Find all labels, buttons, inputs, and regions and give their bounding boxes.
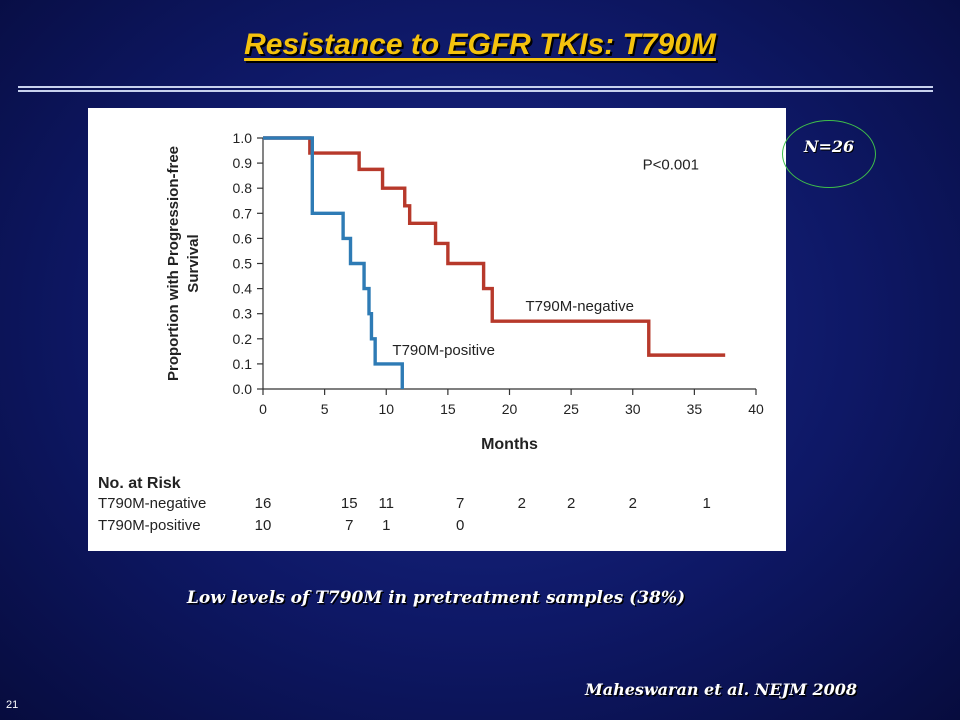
y-tick-label: 0.9 xyxy=(233,155,253,171)
y-tick-label: 0.3 xyxy=(233,306,253,322)
x-tick-label: 25 xyxy=(563,401,579,417)
x-tick-label: 30 xyxy=(625,401,641,417)
x-tick-label: 15 xyxy=(440,401,456,417)
risk-table-cell: 10 xyxy=(255,517,272,534)
risk-table-cell: 15 xyxy=(341,495,358,512)
y-tick-label: 0.1 xyxy=(233,356,253,372)
x-axis-title: Months xyxy=(481,436,538,453)
slide-number: 21 xyxy=(6,699,19,711)
kaplan-meier-chart: 0.00.10.20.30.40.50.60.70.80.91.00 5 10 15 2… xyxy=(98,130,764,534)
y-axis-title-line1: Proportion with Progression-free xyxy=(165,146,182,381)
risk-table-cell: 7 xyxy=(345,517,353,534)
risk-table-cell: 7 xyxy=(456,495,464,512)
title-divider-top xyxy=(18,86,933,88)
risk-table-cell: 2 xyxy=(567,495,575,512)
series-label-t790m-negative: T790M-negative xyxy=(526,298,634,315)
x-tick-label: 5 xyxy=(321,401,329,417)
risk-table-cell: 0 xyxy=(456,517,464,534)
risk-table-cell: 2 xyxy=(629,495,637,512)
risk-table-cell: 2 xyxy=(518,495,526,512)
title-divider-bottom xyxy=(18,90,933,92)
series-line-t790m-negative xyxy=(263,136,726,357)
series-label-t790m-positive: T790M-positive xyxy=(392,342,495,359)
risk-table-cell: 1 xyxy=(703,495,711,512)
risk-table-row-label: T790M-positive xyxy=(98,517,201,534)
risk-table-cell: 11 xyxy=(378,495,394,512)
survival-chart-panel: 0.0 0.1 0.2 0.3 0.4 0.5 0.6 0.7 0.8 0.9 1.0 0 5 10 15 2… xyxy=(88,108,786,551)
y-tick-label: 1.0 xyxy=(233,130,253,146)
risk-table-row-label: T790M-negative xyxy=(98,495,206,512)
slide-caption: Low levels of T790M in pretreatment samp… xyxy=(186,588,686,608)
x-tick-label: 20 xyxy=(502,401,518,417)
x-tick-label: 10 xyxy=(378,401,394,417)
p-value-annotation: P<0.001 xyxy=(643,156,699,173)
series-line-t790m-positive xyxy=(263,136,404,389)
sample-size-badge: N=26 xyxy=(782,120,876,188)
y-axis-title-line2: Survival xyxy=(185,234,202,292)
risk-table-cell: 16 xyxy=(255,495,272,512)
y-tick-label: 0.6 xyxy=(233,230,253,246)
x-tick-label: 40 xyxy=(748,401,764,417)
y-tick-label: 0.8 xyxy=(233,180,253,196)
y-tick-label: 0.4 xyxy=(233,281,253,297)
y-tick-label: 0.2 xyxy=(233,331,253,347)
y-tick-label: 0.7 xyxy=(233,205,253,221)
risk-table-title: No. at Risk xyxy=(98,475,181,492)
x-tick-label: 0 xyxy=(259,401,267,417)
x-tick-label: 35 xyxy=(687,401,703,417)
y-tick-label: 0.5 xyxy=(233,256,253,272)
risk-table-cell: 1 xyxy=(382,517,390,534)
sample-size-label: N=26 xyxy=(803,137,855,156)
y-tick-label: 0.0 xyxy=(233,381,253,397)
citation: Maheswaran et al. NEJM 2008 xyxy=(585,680,857,699)
slide-title: Resistance to EGFR TKIs: T790M xyxy=(244,28,716,61)
